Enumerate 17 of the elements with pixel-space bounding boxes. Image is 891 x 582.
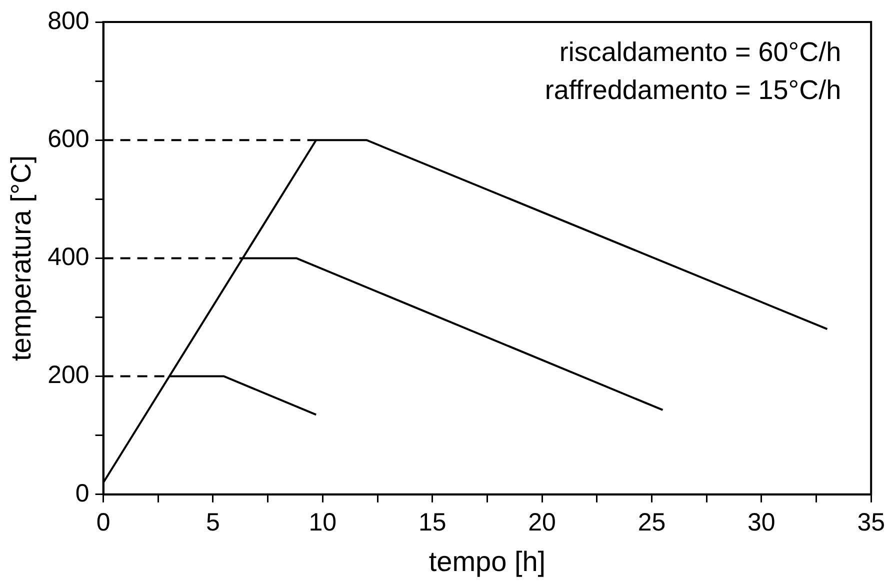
y-axis-title: temperatura [°C] (6, 155, 37, 362)
y-tick-label: 200 (48, 361, 90, 390)
x-tick-label: 20 (528, 508, 556, 536)
y-tick-label: 0 (75, 479, 90, 508)
x-tick-label: 0 (96, 508, 110, 536)
x-tick-label: 10 (308, 508, 337, 536)
x-tick-label: 30 (748, 508, 776, 536)
y-tick-label: 600 (48, 124, 90, 153)
x-tick-label: 15 (418, 508, 446, 536)
x-tick-label: 5 (206, 508, 220, 536)
x-tick-label: 25 (638, 508, 666, 536)
x-tick-label: 35 (857, 508, 885, 536)
y-tick-label: 800 (48, 6, 90, 35)
x-axis-title: tempo [h] (428, 546, 546, 577)
y-tick-label: 400 (48, 243, 90, 272)
annotation: riscaldamento = 60°C/h (559, 36, 842, 67)
annotation: raffreddamento = 15°C/h (544, 74, 842, 105)
